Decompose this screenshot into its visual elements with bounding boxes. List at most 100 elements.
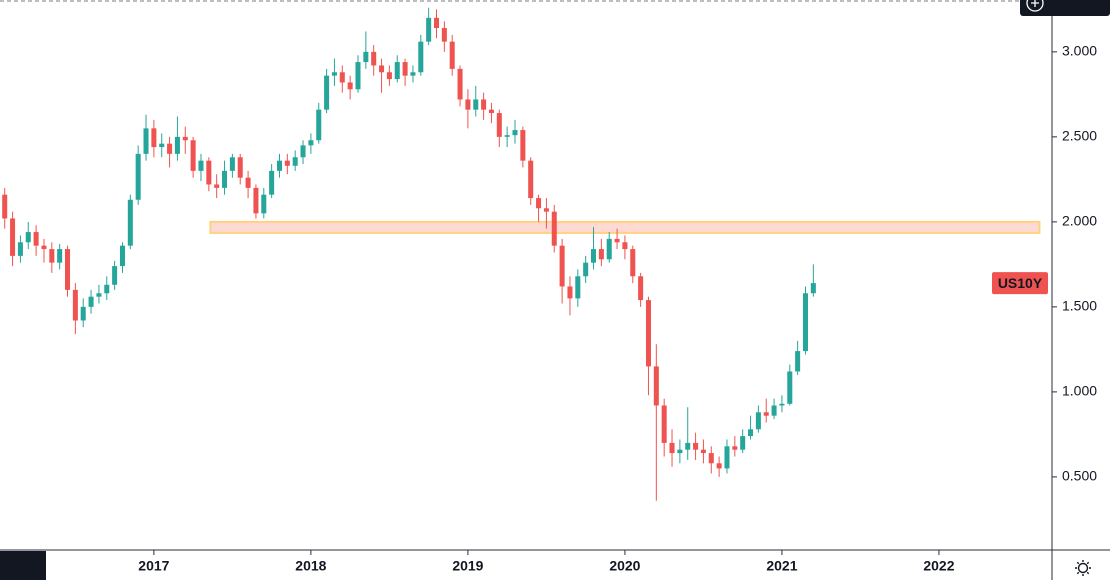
settings-icon[interactable] bbox=[1075, 560, 1091, 576]
candle-body bbox=[284, 160, 290, 166]
candle-body bbox=[339, 72, 345, 83]
candle-body bbox=[638, 276, 644, 301]
candle-body bbox=[465, 99, 471, 110]
y-tick-label: 2.000 bbox=[1062, 213, 1097, 229]
candle-body bbox=[559, 245, 565, 287]
y-tick-label: 3.000 bbox=[1062, 43, 1097, 59]
candle-body bbox=[748, 429, 754, 437]
y-tick-label: 2.500 bbox=[1062, 128, 1097, 144]
candle-body bbox=[386, 72, 392, 80]
candle-body bbox=[182, 136, 188, 141]
y-tick-label: 1.000 bbox=[1062, 383, 1097, 399]
candle-body bbox=[669, 442, 675, 454]
candle-body bbox=[363, 51, 369, 63]
candle-body bbox=[269, 170, 275, 195]
candle-body bbox=[441, 28, 447, 42]
candle-body bbox=[96, 293, 102, 297]
candle-body bbox=[237, 157, 243, 178]
crosshair-date-bg bbox=[0, 551, 46, 580]
candle-body bbox=[159, 143, 165, 148]
candle-body bbox=[512, 130, 518, 136]
candle-body bbox=[347, 82, 353, 90]
candle-body bbox=[292, 157, 298, 166]
candle-body bbox=[151, 128, 157, 148]
candle-body bbox=[716, 463, 722, 469]
candle-body bbox=[198, 160, 204, 171]
candle-body bbox=[222, 170, 228, 188]
candle-body bbox=[724, 446, 730, 469]
candle-body bbox=[80, 306, 86, 321]
settings-icon-rays bbox=[1075, 560, 1091, 576]
candle-body bbox=[630, 249, 636, 277]
candle-body bbox=[810, 283, 816, 294]
crosshair-date: 12-07 bbox=[5, 557, 41, 573]
candle-body bbox=[119, 245, 125, 267]
candle-body bbox=[410, 72, 416, 76]
candle-body bbox=[300, 145, 306, 158]
candle-body bbox=[190, 140, 196, 171]
candle-body bbox=[677, 449, 683, 454]
candle-body bbox=[787, 371, 793, 404]
candle-body bbox=[771, 405, 777, 416]
candle-body bbox=[779, 403, 785, 406]
candle-body bbox=[57, 249, 63, 263]
candle-body bbox=[418, 41, 424, 73]
candle-body bbox=[229, 157, 235, 171]
candle-body bbox=[795, 351, 801, 372]
candle-body bbox=[685, 442, 691, 450]
candle-body bbox=[473, 99, 479, 110]
candle-body bbox=[104, 284, 110, 294]
candle-body bbox=[324, 75, 330, 110]
candle-body bbox=[598, 249, 604, 260]
candle-body bbox=[379, 65, 385, 73]
candle-body bbox=[693, 442, 699, 450]
candle-body bbox=[10, 218, 16, 256]
support-zone bbox=[209, 220, 1041, 234]
candle-body bbox=[700, 449, 706, 454]
x-tick-label: 2019 bbox=[452, 558, 483, 574]
candle-body bbox=[167, 143, 173, 154]
x-tick-label: 2018 bbox=[295, 558, 326, 574]
candle-body bbox=[253, 187, 259, 214]
candle-body bbox=[41, 245, 47, 250]
candle-body bbox=[2, 194, 8, 219]
candle-body bbox=[606, 238, 612, 260]
candle-body bbox=[645, 300, 651, 367]
candle-body bbox=[371, 51, 377, 66]
candle-body bbox=[488, 109, 494, 114]
candle-body bbox=[504, 135, 510, 137]
x-tick-label: 2021 bbox=[766, 558, 797, 574]
symbol-tag: US10Y bbox=[998, 275, 1043, 291]
x-tick-label: 2022 bbox=[923, 558, 954, 574]
candle-body bbox=[661, 405, 667, 443]
candle-body bbox=[740, 436, 746, 450]
candle-body bbox=[245, 177, 251, 188]
candle-body bbox=[536, 198, 542, 209]
high-label: 3.305 bbox=[1062, 0, 1097, 10]
candle-body bbox=[206, 160, 212, 185]
candle-body bbox=[755, 412, 761, 430]
candle-body bbox=[449, 41, 455, 69]
candle-body bbox=[567, 286, 573, 299]
candle-body bbox=[112, 266, 118, 285]
candle-body bbox=[261, 194, 267, 214]
candle-body bbox=[72, 289, 78, 321]
candle-body bbox=[763, 412, 769, 416]
candle-body bbox=[88, 296, 94, 307]
candle-body bbox=[402, 62, 408, 76]
candle-body bbox=[802, 293, 808, 352]
candle-body bbox=[457, 68, 463, 100]
candle-body bbox=[17, 242, 23, 256]
add-button[interactable] bbox=[1026, 0, 1044, 12]
candle-body bbox=[433, 17, 440, 29]
candle-body bbox=[174, 136, 180, 154]
symbol-tag-bg bbox=[992, 272, 1048, 295]
y-tick-label: 1.500 bbox=[1062, 298, 1097, 314]
candle-body bbox=[591, 249, 597, 263]
candle-body bbox=[496, 113, 502, 137]
candle-body bbox=[49, 249, 55, 263]
candle-body bbox=[575, 276, 581, 299]
candle-body bbox=[543, 208, 549, 212]
